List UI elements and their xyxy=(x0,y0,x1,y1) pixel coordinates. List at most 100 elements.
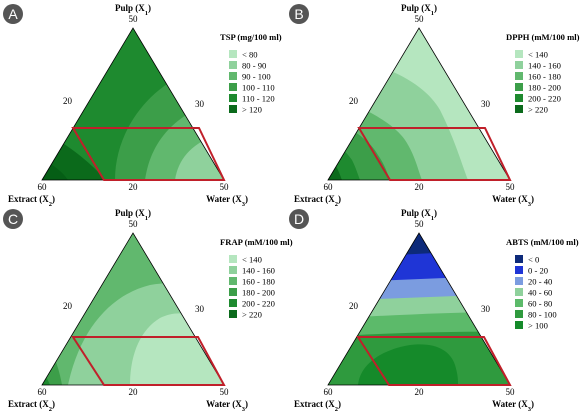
legend-entry: 200 - 220 xyxy=(242,299,275,309)
legend-entry: > 120 xyxy=(242,105,262,115)
vertex-label-top: Pulp (X1) xyxy=(401,3,437,17)
legend-swatch xyxy=(229,105,237,113)
vertex-label-left: Extract (X2) xyxy=(294,399,341,413)
legend-swatch xyxy=(229,266,237,274)
legend-swatch xyxy=(515,266,523,274)
legend-swatch xyxy=(515,255,523,263)
tick-label-left-bottom: 60 xyxy=(324,182,334,192)
legend-swatch xyxy=(229,94,237,102)
legend-swatch xyxy=(229,50,237,58)
legend-entry: 100 - 110 xyxy=(242,83,275,93)
legend-swatch xyxy=(515,61,523,69)
tick-label-right-bottom: 50 xyxy=(506,387,516,397)
tick-label-right-side: 30 xyxy=(481,99,491,109)
tick-label-left-side: 20 xyxy=(63,96,73,106)
contour-b-5 xyxy=(328,135,342,180)
vertex-label-right: Water (X3) xyxy=(492,399,534,413)
tick-label-bottom-mid: 20 xyxy=(129,387,139,397)
vertex-label-right: Water (X3) xyxy=(206,194,248,208)
vertex-label-left: Extract (X2) xyxy=(294,194,341,208)
legend-swatch xyxy=(229,299,237,307)
tick-label-bottom-mid: 20 xyxy=(415,182,425,192)
region-outline-d xyxy=(356,336,512,386)
badge-circle xyxy=(3,4,23,24)
tick-label-left-side: 20 xyxy=(63,301,73,311)
tick-label-bottom-mid: 20 xyxy=(415,387,425,397)
tick-label-left-bottom: 60 xyxy=(324,387,334,397)
legend-entry: < 0 xyxy=(528,255,539,265)
legend-swatch xyxy=(229,277,237,285)
legend-swatch xyxy=(515,288,523,296)
tick-label-top: 50 xyxy=(129,219,139,229)
vertex-label-top: Pulp (X1) xyxy=(115,3,151,17)
legend-swatch xyxy=(229,310,237,318)
legend-title: ABTS (mM/100 ml) xyxy=(506,237,579,247)
vertex-label-left: Extract (X2) xyxy=(8,399,55,413)
vertex-label-top: Pulp (X1) xyxy=(401,208,437,222)
vertex-label-left: Extract (X2) xyxy=(8,194,55,208)
legend-entry: < 140 xyxy=(242,255,262,265)
legend-swatch xyxy=(515,72,523,80)
legend-entry: < 80 xyxy=(242,50,258,60)
badge-letter: D xyxy=(294,211,304,227)
badge-letter: A xyxy=(8,6,18,22)
panel-a-badge: A xyxy=(3,4,23,24)
legend-entry: > 220 xyxy=(242,310,262,320)
tick-label-left-bottom: 60 xyxy=(38,387,48,397)
legend-entry: 0 - 20 xyxy=(528,266,548,276)
vertex-label-right: Water (X3) xyxy=(492,194,534,208)
legend-entry: 40 - 60 xyxy=(528,288,552,298)
tick-label-right-side: 30 xyxy=(481,304,491,314)
legend-entry: > 220 xyxy=(528,105,548,115)
badge-letter: B xyxy=(294,6,303,22)
legend-swatch xyxy=(515,83,523,91)
legend-entry: 180 - 200 xyxy=(242,288,275,298)
legend-entry: < 140 xyxy=(528,50,548,60)
legend-entry: 20 - 40 xyxy=(528,277,552,287)
region-outline-b xyxy=(357,127,512,181)
contour-d-5 xyxy=(328,311,510,340)
legend-entry: 140 - 160 xyxy=(528,61,561,71)
legend-entry: 200 - 220 xyxy=(528,94,561,104)
legend-entry: 90 - 100 xyxy=(242,72,271,82)
badge-letter: C xyxy=(8,211,18,227)
legend-title: TSP (mg/100 ml) xyxy=(220,32,282,42)
legend-swatch xyxy=(515,299,523,307)
legend-entry: 110 - 120 xyxy=(242,94,275,104)
tick-label-bottom-mid: 20 xyxy=(129,182,139,192)
legend-swatch xyxy=(229,72,237,80)
legend-entry: 140 - 160 xyxy=(242,266,275,276)
tick-label-right-side: 30 xyxy=(195,304,205,314)
tick-label-top: 50 xyxy=(415,219,425,229)
legend-swatch xyxy=(515,277,523,285)
region-outline-a xyxy=(71,127,226,181)
legend-swatch xyxy=(515,50,523,58)
legend-entry: 160 - 180 xyxy=(528,72,561,82)
legend-title: DPPH (mM/100 ml) xyxy=(506,32,580,42)
vertex-label-top: Pulp (X1) xyxy=(115,208,151,222)
tick-label-top: 50 xyxy=(415,14,425,24)
panel-c-badge: C xyxy=(3,209,23,229)
legend-swatch xyxy=(229,83,237,91)
legend-title: FRAP (mM/100 ml) xyxy=(220,237,293,247)
legend-swatch xyxy=(515,94,523,102)
tick-label-right-bottom: 50 xyxy=(506,182,516,192)
tick-label-left-side: 20 xyxy=(349,301,359,311)
tick-label-left-bottom: 60 xyxy=(38,182,48,192)
tick-label-right-bottom: 50 xyxy=(220,387,230,397)
badge-circle xyxy=(289,4,309,24)
legend-swatch xyxy=(229,61,237,69)
legend-swatch xyxy=(229,288,237,296)
contour-a-3 xyxy=(175,135,224,180)
badge-circle xyxy=(3,209,23,229)
legend-entry: 180 - 200 xyxy=(528,83,561,93)
contour-d-4 xyxy=(328,291,510,322)
legend-swatch xyxy=(515,310,523,318)
